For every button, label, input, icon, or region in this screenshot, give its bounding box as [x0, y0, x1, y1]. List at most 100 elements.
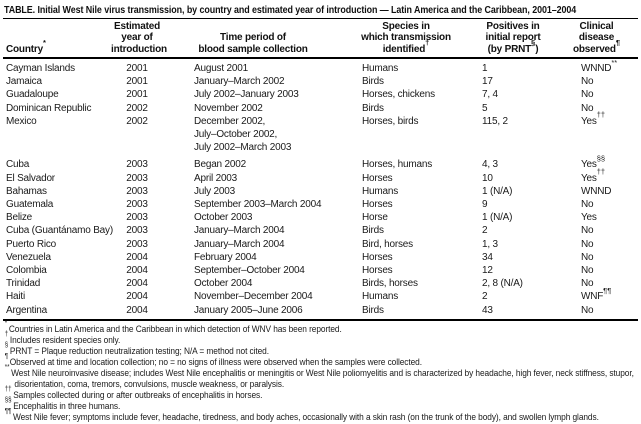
table-row: Dominican Republic 2002 November 2002 Bi…: [3, 102, 638, 115]
year-cell: 2003: [126, 225, 148, 237]
species-cell: Horses, birds: [362, 115, 419, 127]
species-cell: Birds: [359, 303, 471, 321]
year-cell: 2004: [126, 264, 148, 276]
country-cell: Colombia: [6, 264, 47, 276]
footnote-marker: ¶: [4, 353, 8, 361]
positives-cell: 4, 3: [482, 159, 498, 171]
header-positives: Positives in initial report (by PRNT§): [471, 17, 555, 59]
positives-cell: 7, 4: [482, 89, 498, 101]
country-cell: Cayman Islands: [6, 62, 75, 74]
species-cell: Humans: [362, 185, 399, 197]
header-clinical: Clinical disease observed¶: [555, 17, 638, 59]
species-cell: Horses: [362, 251, 393, 263]
positives-cell: 1, 3: [482, 238, 498, 250]
footnote-text: West Nile fever; symptoms include fever,…: [12, 411, 599, 423]
footnotes-section: *Countries in Latin America and the Cari…: [3, 320, 641, 423]
year-cell: 2001: [126, 62, 148, 74]
table-row: Colombia 2004 September–October 2004 Hor…: [3, 264, 638, 277]
time-period-cell: October 2004: [194, 278, 253, 290]
time-period-cell: October 2003: [194, 212, 253, 224]
time-period-cell: July 2002–January 2003: [194, 89, 299, 101]
year-cell: 2003: [126, 185, 148, 197]
table-row: Jamaica 2001 January–March 2002 Birds 17…: [3, 75, 638, 88]
clinical-value: No: [581, 225, 594, 237]
clinical-cell: WNND: [555, 185, 638, 198]
footnote: †Includes resident species only.: [5, 331, 641, 346]
year-cell: 2002: [126, 102, 148, 114]
table-row: Guadaloupe 2001 July 2002–January 2003 H…: [3, 88, 638, 101]
species-cell: Humans: [362, 291, 399, 303]
time-period-cell: April 2003: [194, 172, 238, 184]
year-cell: 2003: [126, 238, 148, 250]
footnote-text: West Nile neuroinvasive disease; include…: [11, 367, 634, 390]
clinical-cell: No: [555, 251, 638, 264]
footnote-marker: §: [531, 38, 536, 48]
table-row: Cuba 2003 Began 2002 Horses, humans 4, 3…: [3, 155, 638, 171]
clinical-cell: No: [555, 264, 638, 277]
positives-cell: 10: [482, 172, 493, 184]
time-period-cell: September 2003–March 2004: [194, 198, 322, 210]
positives-cell: 1 (N/A): [482, 185, 513, 197]
clinical-value: No: [581, 198, 594, 210]
footnote-text: Countries in Latin America and the Carib…: [8, 323, 342, 335]
wnv-transmission-table: Country* Estimated year of introduction …: [3, 17, 638, 321]
positives-cell: 1 (N/A): [482, 212, 513, 224]
species-cell: Humans: [362, 62, 399, 74]
year-cell: 2003: [126, 198, 148, 210]
header-year: Estimated year of introduction: [111, 17, 167, 59]
footnote: *Countries in Latin America and the Cari…: [5, 320, 641, 335]
country-cell: Guatemala: [6, 198, 54, 210]
year-cell: 2001: [126, 76, 148, 88]
footnote-marker: §: [4, 342, 9, 350]
footnote-marker: §§: [4, 397, 12, 405]
header-country: Country*: [3, 17, 111, 59]
country-cell: Jamaica: [6, 76, 42, 88]
time-period-cell: January–March 2004: [194, 225, 285, 237]
footnote-marker: ¶: [615, 38, 621, 48]
positives-cell: 43: [471, 303, 555, 321]
time-period-cell: November–December 2004: [194, 291, 313, 303]
footnote-marker: †: [425, 38, 430, 48]
table-row: Guatemala 2003 September 2003–March 2004…: [3, 198, 638, 211]
clinical-cell: No: [555, 102, 638, 115]
table-row: Belize 2003 October 2003 Horse 1 (N/A) Y…: [3, 211, 638, 224]
footnote: ††Samples collected during or after outb…: [5, 386, 641, 401]
clinical-value: No: [581, 278, 594, 290]
header-time-period: Time period of blood sample collection: [163, 17, 359, 59]
species-cell: Horse: [362, 212, 388, 224]
clinical-value: Yes: [581, 115, 597, 127]
table-row: Trinidad 2004 October 2004 Birds, horses…: [3, 277, 638, 290]
footnote-text: Samples collected during or after outbre…: [13, 389, 263, 401]
species-cell: Bird, horses: [362, 238, 413, 250]
time-period-cell: February 2004: [194, 251, 257, 263]
year-cell: 2003: [126, 159, 148, 171]
clinical-value: No: [581, 238, 594, 250]
positives-cell: 17: [482, 76, 493, 88]
time-period-cell: January 2005–June 2006: [163, 303, 359, 321]
header-label: Time period of blood sample collection: [198, 32, 308, 55]
country-cell: Cuba: [6, 159, 30, 171]
year-cell: 2002: [126, 115, 148, 127]
country-cell: Trinidad: [6, 278, 41, 290]
table-header-row: Country* Estimated year of introduction …: [3, 17, 638, 59]
clinical-value: No: [581, 89, 594, 101]
positives-cell: 5: [482, 102, 488, 114]
year-cell: 2004: [126, 278, 148, 290]
species-cell: Horses, chickens: [362, 89, 435, 101]
table-row: Puerto Rico 2003 January–March 2004 Bird…: [3, 238, 638, 251]
clinical-cell: Yes††: [555, 168, 638, 185]
footnote-marker: †: [4, 331, 9, 339]
positives-cell: 12: [482, 264, 493, 276]
country-cell: Venezuela: [6, 251, 51, 263]
positives-cell: 9: [482, 198, 488, 210]
header-label: Country: [6, 43, 43, 55]
species-cell: Birds: [362, 76, 384, 88]
country-cell: Argentina: [3, 303, 111, 321]
header-species: Species in which transmission identified…: [359, 17, 471, 59]
country-cell: Bahamas: [6, 185, 47, 197]
species-cell: Horses: [362, 172, 393, 184]
footnote: §§Encephalitis in three humans.: [5, 397, 641, 412]
footnote: ¶Observed at time and location collectio…: [5, 353, 641, 368]
clinical-cell: Yes††: [555, 111, 638, 159]
